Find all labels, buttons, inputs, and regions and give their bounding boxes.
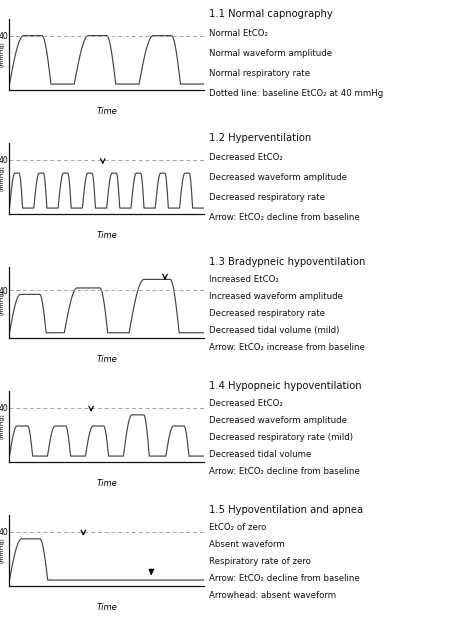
- Text: Decreased tidal volume (mild): Decreased tidal volume (mild): [209, 326, 339, 335]
- Text: Time: Time: [96, 479, 117, 488]
- Text: Decreased waveform amplitude: Decreased waveform amplitude: [209, 416, 346, 425]
- Text: Decreased waveform amplitude: Decreased waveform amplitude: [209, 174, 346, 182]
- Y-axis label: CO$_2$
(mmHg): CO$_2$ (mmHg): [0, 538, 4, 563]
- Text: Arrow: EtCO₂ increase from baseline: Arrow: EtCO₂ increase from baseline: [209, 343, 365, 352]
- Text: Time: Time: [96, 355, 117, 364]
- Text: Decreased respiratory rate: Decreased respiratory rate: [209, 309, 325, 318]
- Text: Increased waveform amplitude: Increased waveform amplitude: [209, 292, 343, 301]
- Text: Normal waveform amplitude: Normal waveform amplitude: [209, 50, 332, 58]
- Text: 1.4 Hypopneic hypoventilation: 1.4 Hypopneic hypoventilation: [209, 381, 361, 391]
- Y-axis label: CO$_2$
(mmHg): CO$_2$ (mmHg): [0, 42, 4, 67]
- Text: Normal respiratory rate: Normal respiratory rate: [209, 69, 310, 78]
- Y-axis label: CO$_2$
(mmHg): CO$_2$ (mmHg): [0, 166, 4, 191]
- Text: Decreased EtCO₂: Decreased EtCO₂: [209, 153, 283, 162]
- Text: Decreased respiratory rate (mild): Decreased respiratory rate (mild): [209, 433, 353, 442]
- Text: EtCO₂ of zero: EtCO₂ of zero: [209, 523, 266, 531]
- Text: Decreased respiratory rate: Decreased respiratory rate: [209, 193, 325, 202]
- Text: Arrow: EtCO₂ decline from baseline: Arrow: EtCO₂ decline from baseline: [209, 213, 359, 223]
- Text: Decreased EtCO₂: Decreased EtCO₂: [209, 399, 283, 407]
- Text: Arrow: EtCO₂ decline from baseline: Arrow: EtCO₂ decline from baseline: [209, 467, 359, 476]
- Text: Decreased tidal volume: Decreased tidal volume: [209, 450, 311, 459]
- Y-axis label: CO$_2$
(mmHg): CO$_2$ (mmHg): [0, 414, 4, 439]
- Text: 1.2 Hyperventilation: 1.2 Hyperventilation: [209, 133, 311, 143]
- Text: Increased EtCO₂: Increased EtCO₂: [209, 275, 278, 283]
- Y-axis label: CO$_2$
(mmHg): CO$_2$ (mmHg): [0, 290, 4, 315]
- Text: Respiratory rate of zero: Respiratory rate of zero: [209, 557, 310, 566]
- Text: Time: Time: [96, 231, 117, 240]
- Text: Dotted line: baseline EtCO₂ at 40 mmHg: Dotted line: baseline EtCO₂ at 40 mmHg: [209, 89, 383, 99]
- Text: 1.5 Hypoventilation and apnea: 1.5 Hypoventilation and apnea: [209, 505, 363, 515]
- Text: Time: Time: [96, 107, 117, 116]
- Text: 1.1 Normal capnography: 1.1 Normal capnography: [209, 9, 332, 19]
- Text: Normal EtCO₂: Normal EtCO₂: [209, 29, 267, 38]
- Text: Time: Time: [96, 603, 117, 612]
- Text: 1.3 Bradypneic hypoventilation: 1.3 Bradypneic hypoventilation: [209, 257, 365, 267]
- Text: Arrowhead: absent waveform: Arrowhead: absent waveform: [209, 591, 336, 600]
- Text: Arrow: EtCO₂ decline from baseline: Arrow: EtCO₂ decline from baseline: [209, 574, 359, 583]
- Text: Absent waveform: Absent waveform: [209, 540, 284, 549]
